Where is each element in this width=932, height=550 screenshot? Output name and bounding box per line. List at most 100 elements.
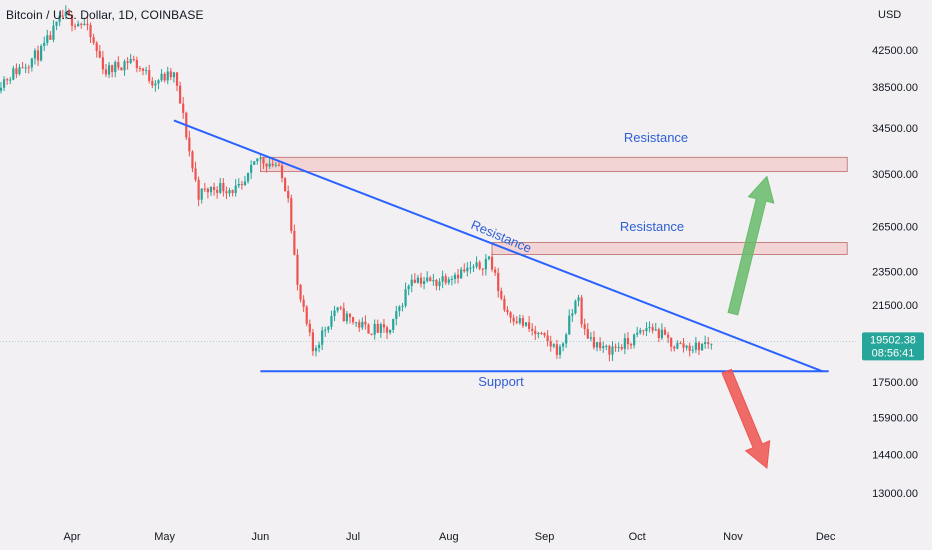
candle-body [453, 274, 457, 279]
symbol-title[interactable]: Bitcoin / U.S. Dollar, 1D, COINBASE [6, 8, 204, 22]
candle-body [33, 50, 37, 59]
candle-body [670, 337, 673, 347]
candle-body [413, 279, 416, 283]
candle-body [558, 346, 562, 355]
up-arrow-icon [727, 175, 775, 316]
candle-body [592, 337, 596, 348]
candle-body [339, 307, 342, 309]
candle-body [129, 58, 132, 63]
candle-body [651, 327, 654, 331]
candle-body [132, 58, 135, 60]
candle-body [70, 14, 74, 26]
candle-body [308, 323, 311, 333]
candle-body [460, 269, 463, 279]
resistance-zone [491, 242, 848, 255]
candle-body [503, 298, 506, 310]
candle-body [126, 61, 129, 63]
candle-body [55, 21, 58, 26]
candle-body [586, 329, 589, 339]
price-axis[interactable]: 42500.00 38500.00 34500.00 30500.00 26500.00… [872, 45, 918, 500]
candle-body [682, 343, 685, 348]
candle-body [481, 268, 484, 270]
candle-body [246, 172, 250, 182]
candle-body [642, 330, 645, 332]
candle-body [271, 163, 274, 166]
candle-body [444, 276, 447, 283]
candle-body [385, 327, 389, 333]
candle-body [154, 83, 157, 86]
candle-body [663, 329, 667, 335]
support-label: Support [478, 374, 524, 389]
candle-body [373, 323, 376, 335]
candle-body [287, 191, 290, 199]
candle-body [410, 279, 413, 286]
candle-body [212, 187, 216, 190]
candle-body [552, 344, 555, 347]
candle-body [494, 269, 497, 273]
candle-body [138, 68, 142, 70]
projection-arrows [721, 175, 775, 469]
candle-body [0, 87, 3, 91]
candle-body [478, 262, 481, 269]
candle-body [284, 178, 287, 192]
candle-body [636, 332, 639, 335]
candle-body [95, 42, 98, 52]
candle-body [534, 330, 537, 335]
y-tick-label: 30500.00 [872, 169, 918, 181]
candle-body [379, 324, 382, 333]
candle-body [565, 334, 568, 344]
candle-body [639, 330, 642, 333]
candle-body [67, 11, 71, 15]
candle-body [438, 281, 441, 286]
x-tick-label: Dec [816, 531, 836, 543]
x-tick-label: Aug [439, 531, 459, 543]
y-tick-label: 23500.00 [872, 267, 918, 279]
candle-body [117, 62, 120, 68]
candle-body [546, 335, 549, 342]
candle-body [216, 189, 219, 193]
trendline [173, 119, 823, 373]
candle-body [330, 316, 333, 327]
candle-body [73, 25, 77, 27]
candle-body [250, 164, 253, 173]
time-axis[interactable]: Apr May Jun Jul Aug Sep Oct Nov Dec [63, 531, 835, 543]
candle-body [509, 312, 512, 318]
candle-body [145, 70, 148, 72]
candle-body [571, 313, 574, 316]
y-tick-label: 21500.00 [872, 300, 918, 312]
candle-body [194, 168, 197, 180]
candle-body [200, 188, 203, 200]
x-tick-label: Apr [63, 531, 80, 543]
candle-body [484, 259, 487, 270]
candle-body [111, 65, 114, 73]
candle-body [15, 68, 18, 75]
candle-body [605, 345, 608, 347]
candle-body [209, 187, 213, 193]
candle-body [182, 103, 185, 113]
candle-body [64, 11, 67, 17]
candle-body [629, 344, 633, 346]
candle-body [487, 256, 491, 260]
candle-body [256, 158, 259, 162]
candle-body [595, 342, 599, 348]
candle-body [46, 35, 49, 43]
candle-body [497, 272, 500, 291]
candle-body [262, 158, 265, 164]
candle-body [101, 57, 104, 70]
candle-body [89, 25, 92, 38]
candle-body [305, 306, 308, 324]
candle-body [163, 73, 166, 81]
y-tick-label: 13000.00 [872, 488, 918, 500]
candle-body [30, 58, 33, 68]
y-tick-label: 14400.00 [872, 450, 918, 462]
candle-body [237, 183, 240, 186]
candle-body [290, 198, 293, 231]
candle-body [679, 343, 682, 345]
x-tick-label: Nov [723, 531, 743, 543]
y-tick-label: 26500.00 [872, 222, 918, 234]
candle-body [466, 267, 469, 272]
candle-body [589, 337, 592, 339]
x-tick-label: May [154, 531, 175, 543]
